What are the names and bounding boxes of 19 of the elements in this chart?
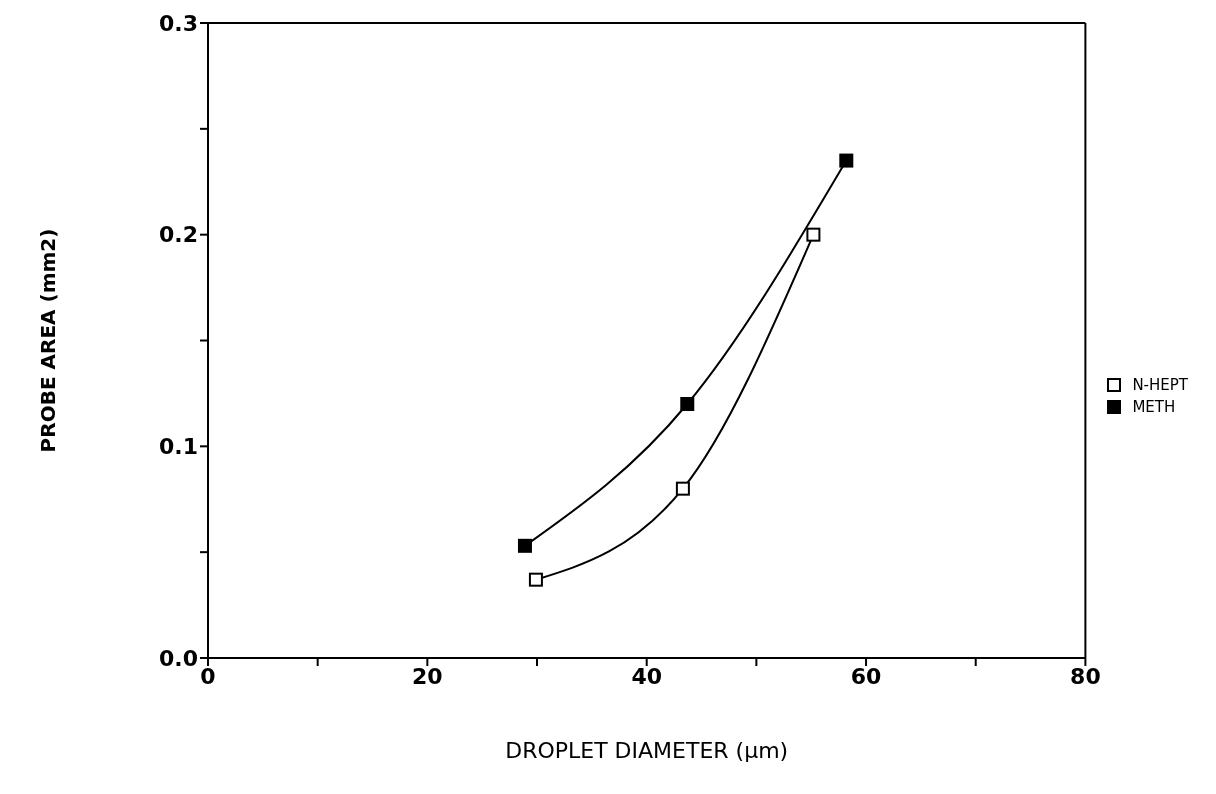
x-tick-label: 0 <box>200 663 216 689</box>
y-tick-label: 0.1 <box>159 434 198 460</box>
point <box>528 572 543 587</box>
x-axis-title: DROPLET DIAMETER (µm) <box>505 738 789 763</box>
point <box>675 481 690 496</box>
y-axis-title: PROBE AREA (mm2) <box>36 228 61 453</box>
x-tick-label: 20 <box>412 663 443 689</box>
y-tick-label: 0.0 <box>159 645 198 671</box>
point <box>806 227 821 242</box>
point <box>680 397 695 411</box>
legend-label: N-HEPT <box>1132 376 1188 394</box>
x-tick-label: 80 <box>1070 663 1101 689</box>
y-tick-label: 0.2 <box>159 222 198 248</box>
legend-label: METH <box>1132 398 1176 416</box>
point <box>839 153 854 168</box>
y-tick-label: 0.3 <box>159 10 198 36</box>
x-tick-label: 40 <box>631 663 663 689</box>
x-tick-label: 60 <box>850 663 882 689</box>
point <box>517 538 532 553</box>
